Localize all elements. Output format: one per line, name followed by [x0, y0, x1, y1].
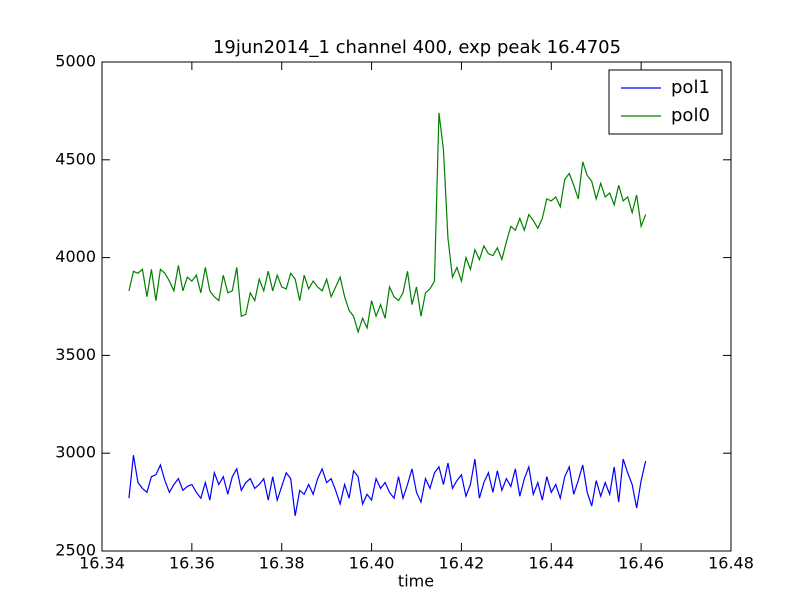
x-axis-label: time — [398, 572, 434, 591]
x-tick-label: 16.36 — [169, 554, 215, 573]
x-tick-label: 16.34 — [79, 554, 125, 573]
plot-frame — [101, 61, 732, 552]
x-tick-label: 16.38 — [259, 554, 305, 573]
line-series — [128, 112, 647, 334]
y-tick-label: 4500 — [55, 149, 96, 168]
legend-label: pol1 — [671, 77, 710, 98]
legend-box — [608, 69, 723, 135]
legend: pol1 pol0 — [608, 69, 723, 135]
y-tick-label: 3000 — [55, 443, 96, 462]
x-tick-label: 16.48 — [708, 554, 754, 573]
y-tick-label: 3500 — [55, 345, 96, 364]
chart-title: 19jun2014_1 channel 400, exp peak 16.470… — [213, 37, 621, 58]
y-tick-label: 2500 — [55, 541, 96, 560]
line-series — [128, 455, 647, 516]
legend-label: pol0 — [671, 105, 710, 126]
y-tick-label: 4000 — [55, 247, 96, 266]
x-tick-label: 16.46 — [618, 554, 664, 573]
x-tick-label: 16.40 — [349, 554, 395, 573]
y-tick-label: 5000 — [55, 52, 96, 71]
x-tick-label: 16.44 — [528, 554, 574, 573]
x-tick-label: 16.42 — [439, 554, 485, 573]
